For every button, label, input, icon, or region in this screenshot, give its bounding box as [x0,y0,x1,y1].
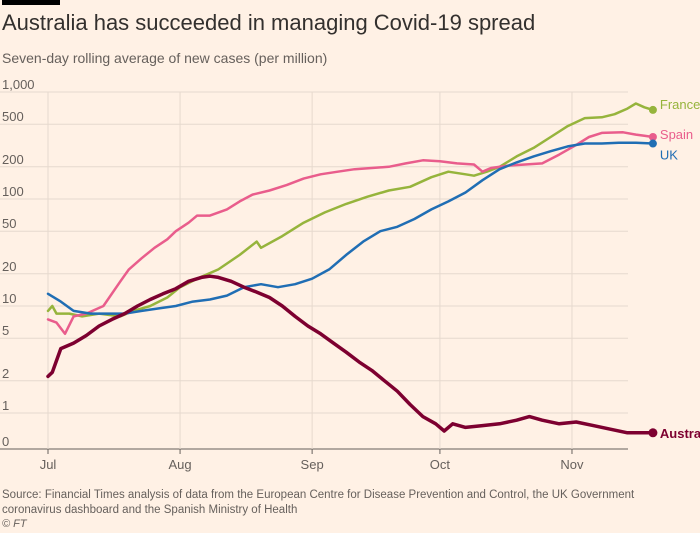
y-tick-label: 100 [2,184,24,199]
y-tick-label: 1 [2,398,9,413]
y-tick-label: 500 [2,109,24,124]
series-line-uk [46,141,655,315]
y-tick-label: 20 [2,259,16,274]
x-tick-label: Aug [168,457,191,472]
y-axis-tick-labels: 0 1 2 5 10 20 50 100 200 500 1,000 [2,78,35,449]
source-note: Source: Financial Times analysis of data… [2,489,635,516]
line-chart: 0 1 2 5 10 20 50 100 200 500 1,000 Jul Aug Sep Oct Nov… [0,78,700,472]
x-tick-label: Oct [430,457,451,472]
series-label-uk: UK [660,148,678,163]
series-end-dot-australia [648,428,658,438]
y-tick-label: 200 [2,152,24,167]
y-tick-label: 0 [2,434,9,449]
x-tick-label: Sep [301,457,324,472]
copyright: © FT [2,518,27,530]
series-labels: France Spain UK Australia [660,97,700,441]
gridlines [0,91,628,454]
y-tick-label: 50 [2,216,16,231]
brand-bar [2,0,60,5]
series-label-france: France [660,97,700,112]
series-label-australia: Australia [660,426,700,441]
series-lines [46,102,658,438]
y-tick-label: 2 [2,366,9,381]
series-end-dot-france [648,105,657,114]
series-line-australia [46,274,655,435]
series-line-france [46,102,655,318]
series-label-spain: Spain [660,127,693,142]
series-end-dot-uk [648,139,657,148]
series-end-dot-spain [648,132,657,141]
x-tick-label: Jul [40,457,57,472]
y-tick-label: 10 [2,291,16,306]
chart-title: Australia has succeeded in managing Covi… [2,10,536,35]
x-axis-tick-labels: Jul Aug Sep Oct Nov [40,457,584,472]
series-line-spain [46,131,655,336]
chart-subtitle: Seven-day rolling average of new cases (… [2,50,328,66]
x-tick-label: Nov [560,457,584,472]
y-tick-label: 1,000 [2,78,35,92]
y-tick-label: 5 [2,323,9,338]
